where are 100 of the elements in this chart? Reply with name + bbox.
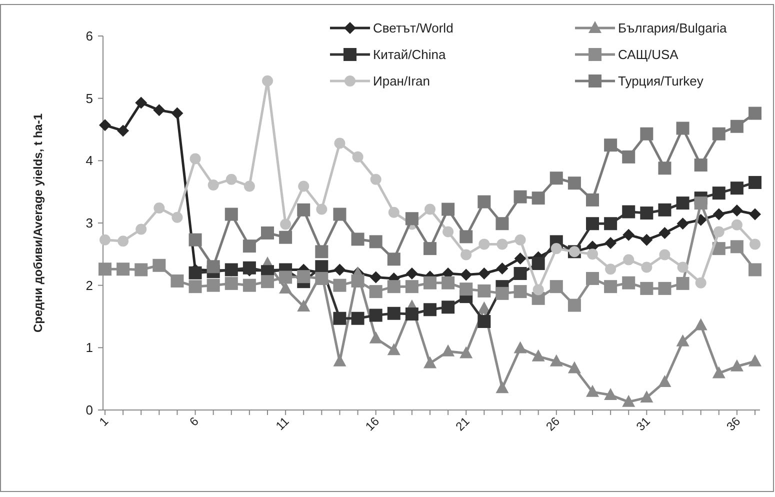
point <box>116 262 130 276</box>
point <box>369 285 382 298</box>
point <box>478 284 491 298</box>
point <box>460 282 473 296</box>
point <box>496 217 509 230</box>
point <box>280 218 292 230</box>
point <box>369 235 382 248</box>
point <box>118 236 129 247</box>
point <box>730 182 744 195</box>
point <box>442 226 454 238</box>
legend-label: Турция/Turkey <box>618 74 704 89</box>
point <box>224 208 238 221</box>
point <box>333 208 346 221</box>
point <box>514 190 527 204</box>
legend-label: България/Bulgaria <box>618 20 728 36</box>
point <box>640 282 654 295</box>
point <box>424 276 436 290</box>
point <box>694 158 708 172</box>
point <box>695 277 706 288</box>
point <box>622 228 635 241</box>
point <box>676 122 690 135</box>
x-tick-label: 11 <box>272 414 292 433</box>
point <box>316 204 328 215</box>
point <box>460 249 472 260</box>
point <box>388 206 400 218</box>
point <box>532 257 545 270</box>
x-tick-label: 21 <box>452 414 472 434</box>
point <box>568 361 581 374</box>
point <box>676 276 690 290</box>
point <box>297 203 310 216</box>
point <box>351 312 364 325</box>
point <box>170 274 184 288</box>
point <box>405 308 418 321</box>
point <box>712 186 726 200</box>
point <box>442 202 455 216</box>
point <box>442 344 455 356</box>
point <box>568 176 581 190</box>
point <box>262 75 273 86</box>
point <box>442 300 455 314</box>
point <box>315 272 328 285</box>
point <box>514 252 526 265</box>
point <box>748 176 762 189</box>
point <box>677 262 688 273</box>
point <box>586 193 599 206</box>
point <box>351 232 364 246</box>
legend-label: Светът/World <box>373 20 454 36</box>
point <box>188 233 202 246</box>
point <box>334 138 346 149</box>
point <box>748 106 762 120</box>
point <box>514 234 526 246</box>
point <box>532 284 544 296</box>
y-tick-label: 4 <box>86 153 93 168</box>
point <box>496 262 508 275</box>
point <box>135 96 148 109</box>
point <box>333 354 346 366</box>
y-tick-label: 2 <box>86 278 93 293</box>
point <box>206 260 220 274</box>
point <box>658 226 671 239</box>
point <box>640 234 653 246</box>
point <box>659 249 670 260</box>
point <box>261 275 274 288</box>
point <box>442 276 455 290</box>
point <box>713 226 724 238</box>
legend-label: Китай/China <box>373 47 446 62</box>
point <box>532 192 545 205</box>
point <box>514 266 527 280</box>
point <box>640 390 654 403</box>
point <box>406 267 418 280</box>
point <box>460 346 473 358</box>
point <box>730 204 743 217</box>
point <box>460 268 472 281</box>
point <box>405 280 418 294</box>
point <box>586 272 599 285</box>
point <box>387 306 400 320</box>
point <box>242 261 256 274</box>
point <box>712 366 726 378</box>
point <box>658 282 672 295</box>
point <box>676 196 690 210</box>
point <box>604 236 617 249</box>
x-tick-label: 26 <box>543 414 563 434</box>
point <box>333 278 346 292</box>
y-tick-label: 0 <box>86 402 93 418</box>
point <box>134 263 148 276</box>
point <box>98 262 112 276</box>
point <box>424 242 436 256</box>
point <box>387 343 400 356</box>
point <box>460 230 473 244</box>
point <box>640 127 654 140</box>
point <box>622 150 636 164</box>
y-tick-label: 6 <box>86 28 93 44</box>
point <box>100 234 110 246</box>
point <box>730 359 744 372</box>
point <box>424 303 436 316</box>
point <box>550 354 563 366</box>
point <box>242 240 256 253</box>
point <box>748 354 762 366</box>
point <box>154 202 165 214</box>
point <box>478 314 491 328</box>
point <box>604 280 618 294</box>
point <box>532 349 545 362</box>
